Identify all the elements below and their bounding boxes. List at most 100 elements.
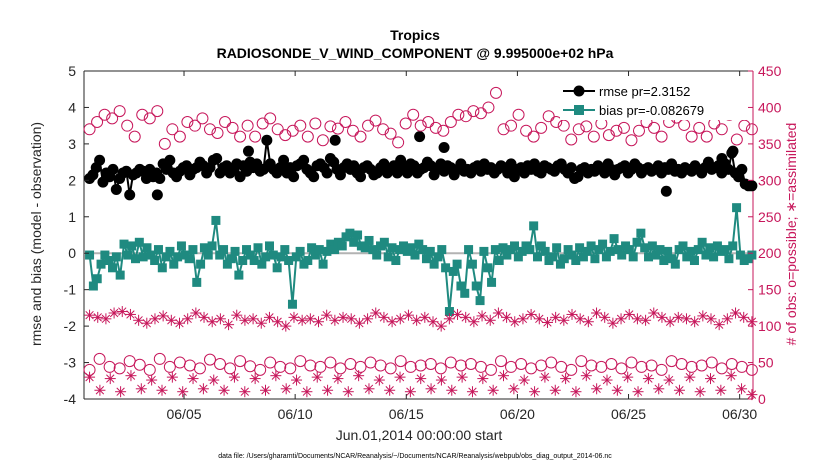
bias-point [712, 241, 722, 251]
rmse-point [329, 134, 341, 146]
bias-point [709, 252, 719, 262]
possible-obs-point [158, 137, 171, 150]
bias-point [410, 250, 420, 260]
possible-obs-point [392, 136, 405, 149]
possible-obs-point [429, 121, 442, 134]
assimilated-obs-point [446, 384, 458, 396]
assimilated-obs-point [694, 386, 706, 398]
assimilated-obs-point [738, 311, 750, 323]
assimilated-obs-point [291, 374, 303, 386]
assimilated-obs-point [133, 314, 145, 326]
bias-point [532, 252, 542, 262]
bias-point [272, 263, 282, 273]
possible-obs-point [635, 360, 648, 373]
y-tick-label: -2 [64, 318, 77, 334]
assimilated-obs-point [425, 383, 437, 395]
rmse-point [355, 171, 367, 183]
bias-point [467, 259, 477, 269]
bias-point [502, 250, 512, 260]
possible-obs-point [745, 123, 758, 136]
assimilated-obs-point [664, 316, 676, 328]
bias-point [686, 246, 696, 256]
bias-point [215, 250, 225, 260]
assimilated-obs-point [249, 373, 261, 385]
assimilated-obs-point [342, 386, 354, 398]
bias-point [724, 254, 734, 264]
assimilated-obs-point [501, 311, 513, 323]
bias-point [146, 250, 156, 260]
y-right-tick-label: 100 [758, 318, 782, 334]
assimilated-obs-point [672, 311, 684, 323]
assimilated-obs-point [697, 310, 709, 322]
bias-point [157, 263, 167, 273]
possible-obs-point [715, 123, 728, 136]
bias-point [490, 245, 500, 255]
bias-point [192, 277, 202, 287]
bias-point [284, 256, 294, 266]
assimilated-obs-point [304, 313, 316, 325]
bias-point [601, 252, 611, 262]
assimilated-obs-point [313, 316, 325, 328]
possible-obs-point [738, 119, 751, 132]
x-tick-label: 06/10 [278, 406, 313, 422]
bias-point [398, 241, 408, 251]
bias-point [211, 215, 221, 225]
bias-point [655, 245, 665, 255]
assimilated-obs-point [149, 313, 161, 325]
y-right-tick-label: 50 [758, 355, 774, 371]
rmse-point [154, 173, 166, 185]
bias-point [735, 250, 745, 260]
y-axis-label: rmse and bias (model - observation) [28, 122, 44, 346]
possible-obs-point [700, 130, 713, 143]
possible-obs-point [422, 116, 435, 129]
rmse-point [278, 154, 290, 166]
rmse-point [414, 131, 426, 143]
bias-point [176, 241, 186, 251]
y-tick-label: 1 [68, 209, 76, 225]
assimilated-obs-point [746, 316, 758, 328]
bias-point [644, 252, 654, 262]
bias-point [245, 250, 255, 260]
possible-obs-point [615, 362, 628, 375]
possible-obs-point [437, 124, 450, 137]
assimilated-obs-point [443, 313, 455, 325]
assimilated-obs-point [402, 309, 414, 321]
assimilated-obs-point [125, 370, 137, 382]
assimilated-obs-point [92, 311, 104, 323]
possible-obs-point [143, 363, 156, 376]
legend-bias-label: bias pr=-0.082679 [599, 103, 704, 118]
possible-obs-point [655, 363, 668, 376]
possible-obs-point [685, 130, 698, 143]
possible-obs-point [495, 355, 508, 368]
bias-point [238, 256, 248, 266]
bias-point [330, 245, 340, 255]
assimilated-obs-point [566, 308, 578, 320]
possible-obs-point [535, 121, 548, 134]
bias-point [123, 250, 133, 260]
bias-point [720, 245, 730, 255]
data-file-footnote: data file: /Users/gharamti/Documents/NCA… [218, 453, 612, 460]
possible-obs-point [314, 360, 327, 373]
possible-obs-point [572, 123, 585, 136]
assimilated-obs-point [166, 371, 178, 383]
y-right-tick-label: 300 [758, 172, 782, 188]
possible-obs-point [331, 122, 344, 135]
possible-obs-point [234, 355, 247, 368]
assimilated-obs-point [104, 373, 116, 385]
possible-obs-point [745, 363, 758, 376]
possible-obs-point [424, 358, 437, 371]
bias-point [483, 263, 493, 273]
possible-obs-point [113, 362, 126, 375]
assimilated-obs-point [208, 374, 220, 386]
y-right-tick-label: 150 [758, 282, 782, 298]
possible-obs-point [324, 356, 337, 369]
bias-point [100, 250, 110, 260]
bias-point [651, 250, 661, 260]
possible-obs-point [685, 360, 698, 373]
assimilated-obs-point [549, 384, 561, 396]
bias-point [337, 241, 347, 251]
tick-layer: -4-3-2-101234505010015020025030035040045… [64, 63, 782, 422]
bias-point [368, 245, 378, 255]
assimilated-obs-point [623, 308, 635, 320]
